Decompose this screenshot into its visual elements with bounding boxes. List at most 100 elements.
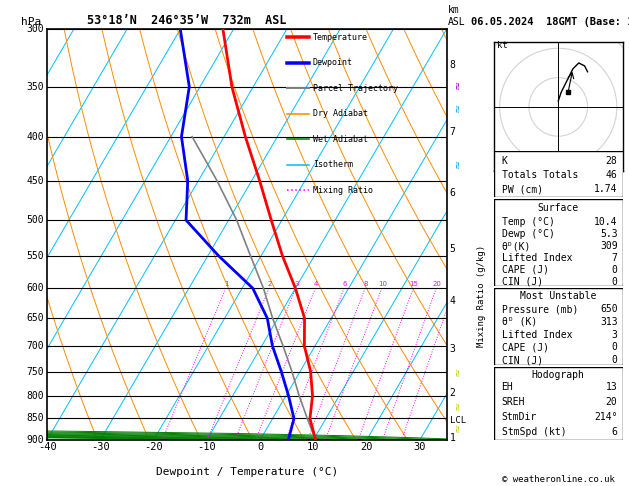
Text: 0: 0 [611, 355, 618, 365]
Text: 313: 313 [600, 317, 618, 327]
Text: 13: 13 [606, 382, 618, 392]
Text: LCL: LCL [450, 416, 466, 425]
Text: 10: 10 [378, 281, 387, 287]
Text: ≈: ≈ [453, 80, 463, 89]
Text: ≈: ≈ [453, 103, 463, 112]
Text: 5.3: 5.3 [600, 229, 618, 239]
Text: -30: -30 [91, 442, 110, 452]
Text: θᴰ (K): θᴰ (K) [501, 317, 537, 327]
Text: 650: 650 [600, 304, 618, 314]
Text: Pressure (mb): Pressure (mb) [501, 304, 578, 314]
Text: 2: 2 [450, 388, 455, 399]
Text: 900: 900 [26, 435, 44, 445]
Text: Dewp (°C): Dewp (°C) [501, 229, 554, 239]
Text: 10.4: 10.4 [594, 217, 618, 227]
Text: -20: -20 [144, 442, 163, 452]
Text: km
ASL: km ASL [448, 5, 465, 27]
Text: Totals Totals: Totals Totals [501, 170, 578, 180]
Text: © weatheronline.co.uk: © weatheronline.co.uk [502, 474, 615, 484]
Text: 309: 309 [600, 241, 618, 251]
Text: Dry Adiabat: Dry Adiabat [313, 109, 368, 118]
Text: 750: 750 [26, 366, 44, 377]
Text: -10: -10 [198, 442, 216, 452]
Text: Mixing Ratio (g/kg): Mixing Ratio (g/kg) [477, 245, 486, 347]
Text: 450: 450 [26, 176, 44, 186]
Text: 06.05.2024  18GMT (Base: 18): 06.05.2024 18GMT (Base: 18) [470, 17, 629, 27]
Text: kt: kt [497, 41, 508, 51]
Text: 6: 6 [342, 281, 347, 287]
Text: StmSpd (kt): StmSpd (kt) [501, 427, 566, 437]
Text: 28: 28 [606, 156, 618, 166]
FancyBboxPatch shape [494, 367, 623, 440]
Text: CAPE (J): CAPE (J) [501, 342, 548, 352]
Text: Parcel Trajectory: Parcel Trajectory [313, 84, 398, 93]
Text: ≈: ≈ [453, 422, 463, 432]
Text: 7: 7 [611, 253, 618, 263]
Text: 850: 850 [26, 414, 44, 423]
Text: 10: 10 [307, 442, 320, 452]
Text: 1.74: 1.74 [594, 184, 618, 194]
Text: 30: 30 [414, 442, 426, 452]
Text: StmDir: StmDir [501, 412, 537, 422]
FancyBboxPatch shape [494, 151, 623, 197]
Text: Dewpoint: Dewpoint [313, 58, 353, 68]
Text: 15: 15 [409, 281, 418, 287]
Text: 5: 5 [450, 244, 455, 254]
Text: CIN (J): CIN (J) [501, 355, 543, 365]
Text: CIN (J): CIN (J) [501, 277, 543, 287]
Text: 20: 20 [360, 442, 373, 452]
Text: PW (cm): PW (cm) [501, 184, 543, 194]
Text: Temperature: Temperature [313, 33, 368, 42]
Text: 7: 7 [450, 127, 455, 137]
Text: hPa: hPa [21, 17, 41, 27]
Text: 700: 700 [26, 341, 44, 351]
FancyBboxPatch shape [494, 288, 623, 365]
Text: 500: 500 [26, 215, 44, 225]
Text: 1: 1 [224, 281, 229, 287]
Text: 214°: 214° [594, 412, 618, 422]
Text: ≈: ≈ [453, 367, 463, 376]
Text: CAPE (J): CAPE (J) [501, 265, 548, 275]
Text: Wet Adiabat: Wet Adiabat [313, 135, 368, 144]
Text: 3: 3 [611, 330, 618, 340]
Text: 400: 400 [26, 132, 44, 142]
Text: EH: EH [501, 382, 513, 392]
Text: ≈: ≈ [453, 400, 463, 410]
Text: SREH: SREH [501, 397, 525, 407]
Text: 600: 600 [26, 283, 44, 293]
FancyBboxPatch shape [494, 199, 623, 286]
Text: 8: 8 [364, 281, 368, 287]
Text: 650: 650 [26, 313, 44, 323]
Text: 4: 4 [314, 281, 318, 287]
Text: Dewpoint / Temperature (°C): Dewpoint / Temperature (°C) [156, 467, 338, 477]
Text: ≈: ≈ [453, 159, 463, 169]
Text: 20: 20 [606, 397, 618, 407]
Text: Temp (°C): Temp (°C) [501, 217, 554, 227]
Text: 3: 3 [294, 281, 298, 287]
Text: Hodograph: Hodograph [532, 370, 585, 380]
Text: 3: 3 [450, 344, 455, 353]
Text: 0: 0 [257, 442, 264, 452]
Text: 0: 0 [611, 277, 618, 287]
Text: 8: 8 [450, 60, 455, 70]
Text: Surface: Surface [538, 203, 579, 213]
Text: 53°18’N  246°35’W  732m  ASL: 53°18’N 246°35’W 732m ASL [87, 14, 287, 27]
Text: 6: 6 [450, 188, 455, 198]
Text: 6: 6 [611, 427, 618, 437]
Text: 20: 20 [432, 281, 441, 287]
Text: Isotherm: Isotherm [313, 160, 353, 169]
Text: 350: 350 [26, 82, 44, 92]
Text: -40: -40 [38, 442, 57, 452]
Text: θᴰ(K): θᴰ(K) [501, 241, 531, 251]
Text: Lifted Index: Lifted Index [501, 330, 572, 340]
Text: Mixing Ratio: Mixing Ratio [313, 186, 373, 194]
Text: 300: 300 [26, 24, 44, 34]
Text: 800: 800 [26, 391, 44, 401]
Text: Lifted Index: Lifted Index [501, 253, 572, 263]
Text: 0: 0 [611, 342, 618, 352]
Text: 4: 4 [450, 295, 455, 306]
Text: Most Unstable: Most Unstable [520, 291, 596, 301]
Text: K: K [501, 156, 508, 166]
Text: 1: 1 [450, 433, 455, 443]
Text: 550: 550 [26, 251, 44, 260]
